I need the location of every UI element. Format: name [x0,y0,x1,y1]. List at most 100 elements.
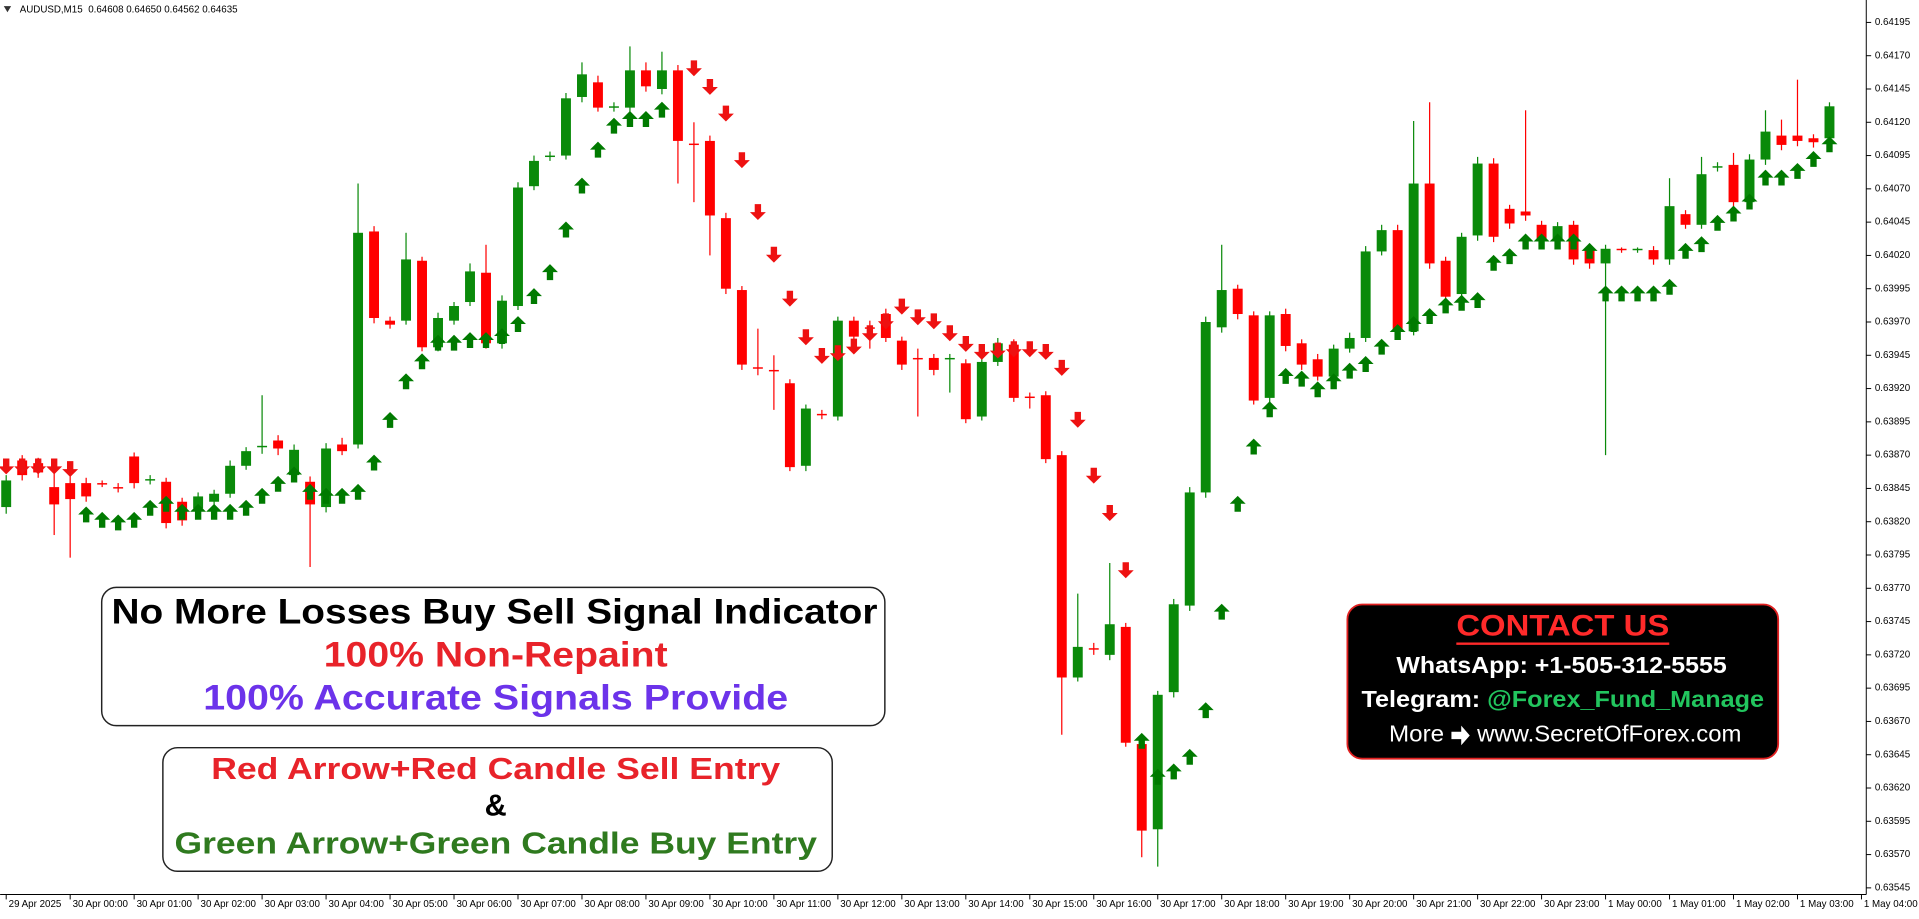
x-tick-label: 30 Apr 18:00 [1224,899,1280,910]
x-tick-label: 30 Apr 19:00 [1288,899,1344,910]
buy-arrow [1389,324,1406,340]
candle-body [784,383,795,468]
buy-arrow [1549,233,1566,250]
candle-body [1280,314,1291,346]
buy-arrow [190,503,207,520]
candle-body [1008,344,1019,398]
contact-box [1346,603,1780,760]
buy-arrow [1437,297,1454,314]
rules-box [162,746,833,873]
candle-body [65,483,76,500]
candle-body [401,259,411,321]
telegram-label: Telegram: [1361,686,1487,712]
candle-body [1504,208,1515,224]
candle-body [1168,604,1179,693]
candle-body [241,451,252,466]
buy-arrow [1325,373,1342,390]
sell-arrow [957,335,974,352]
sell-arrow [0,458,15,475]
x-tick-label: 30 Apr 23:00 [1544,899,1600,910]
buy-arrow [350,483,367,500]
buy-arrow [1277,368,1294,384]
y-tick-label: 0.63745 [1875,616,1911,627]
buy-arrow [1805,150,1822,167]
candle-body [417,260,427,348]
candle-body [1424,183,1435,264]
candle-body [353,232,364,445]
candle-body [752,367,763,369]
candle-body [593,82,603,108]
candle-body [704,140,715,216]
sell-arrow [909,309,926,326]
y-tick-label: 0.63870 [1875,450,1911,461]
buy-arrow [462,332,478,348]
sell-arrow [893,298,910,315]
buy-arrow [653,101,670,118]
candle-body [337,444,348,452]
y-tick-label: 0.63545 [1875,882,1911,893]
y-tick-label: 0.63845 [1875,483,1911,494]
buy-arrow [1197,702,1214,719]
buy-arrow [142,499,159,516]
x-tick-label: 30 Apr 07:00 [520,899,576,910]
buy-arrow [1149,768,1166,785]
contact-website[interactable]: www.SecretOfForex.com [1476,721,1741,747]
buy-arrow [110,514,127,531]
buy-arrow [334,487,351,504]
candle-body [225,465,236,494]
buy-arrow [1421,308,1438,325]
y-tick-label: 0.63670 [1875,716,1911,727]
x-tick-label: 1 May 02:00 [1736,899,1790,910]
sell-arrow [973,343,990,360]
info-title: No More Losses Buy Sell Signal Indicator [111,592,877,632]
candle-body [1760,131,1771,160]
buy-arrow [398,373,414,390]
candle-body [1056,455,1067,678]
candle-body [640,70,651,87]
x-tick-label: 30 Apr 14:00 [968,899,1024,910]
candle-body [1104,624,1115,655]
x-tick-label: 30 Apr 08:00 [584,899,640,910]
sell-arrow [733,152,750,169]
sell-arrow [989,342,1006,359]
candle-body [1072,646,1083,678]
y-tick-label: 0.63970 [1875,317,1911,328]
more-arrow-icon [1451,725,1470,746]
telegram-handle: @Forex_Fund_Manage [1487,686,1764,712]
candle-body [49,487,60,505]
buy-rule: Green Arrow+Green Candle Buy Entry [174,827,816,861]
candle-body [1264,315,1275,398]
buy-arrow [526,288,542,305]
quote: 0.64608 0.64650 0.64562 0.64635 [88,4,238,15]
candle-body [1152,694,1163,830]
candle-body [800,408,811,466]
candle-body [1088,648,1099,650]
buy-arrow [318,487,335,504]
candle-body [928,357,939,370]
candle-body [209,493,220,502]
x-tick-label: 30 Apr 11:00 [776,899,831,910]
sell-arrow [797,329,814,346]
candle-body [1728,164,1739,203]
buy-arrow [1165,763,1182,780]
x-tick-label: 30 Apr 04:00 [329,899,385,910]
buy-arrow [1565,233,1582,250]
sell-arrow [1101,505,1118,521]
buy-arrow [1741,193,1758,210]
candle-body [1360,251,1371,338]
x-tick-label: 30 Apr 15:00 [1032,899,1088,910]
contact-telegram: Telegram: @Forex_Fund_Manage [1361,686,1764,712]
candle-body [1328,348,1339,377]
x-tick-label: 30 Apr 00:00 [73,899,129,910]
candle-body [193,496,204,509]
candle-body [145,479,156,481]
y-tick-label: 0.63795 [1875,550,1911,561]
candle-body [1632,248,1643,251]
candle-body [672,70,683,141]
info-subtitle: 100% Non-Repaint [324,635,668,675]
buy-arrow [1261,401,1278,418]
y-tick-label: 0.63995 [1875,283,1911,294]
buy-arrow [1229,495,1246,512]
x-tick-label: 30 Apr 21:00 [1416,899,1472,910]
